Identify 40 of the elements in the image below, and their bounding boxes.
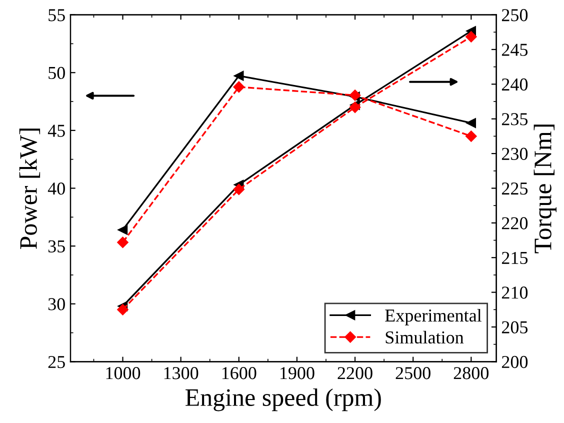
point (117, 304, 128, 316)
y-tick-label: 50 (48, 66, 65, 80)
y-tick-label: 55 (48, 9, 65, 22)
y2-tick-label: 215 (502, 252, 528, 264)
y2-tick-label: 235 (502, 113, 528, 126)
point (349, 102, 361, 113)
point (118, 224, 128, 235)
x-tick-label: 1900 (280, 367, 314, 380)
y-tick-label: 25 (48, 356, 65, 368)
y2-tick-label: 250 (502, 9, 528, 22)
legend-label: Experimental (385, 308, 482, 326)
x-tick-label: 2500 (396, 367, 430, 380)
x-tick-label: 2800 (454, 367, 489, 380)
y-tick-label: 30 (48, 298, 65, 310)
x-axis-title: Engine speed (rpm) (186, 388, 381, 412)
y-tick-label: 40 (48, 182, 65, 195)
y2-tick-label: 205 (502, 321, 528, 334)
point (117, 236, 128, 248)
point (466, 130, 477, 142)
y2-tick-label: 245 (502, 44, 528, 56)
y2-tick-label: 200 (502, 356, 528, 368)
y2-tick-label: 225 (502, 182, 528, 195)
y2-axis-title: Torque [Nm] (534, 124, 556, 254)
y2-tick-label: 240 (502, 78, 528, 91)
x-tick-label: 1600 (222, 367, 256, 380)
point (466, 118, 476, 128)
y-tick-label: 45 (48, 124, 65, 137)
point (233, 184, 244, 195)
y-tick-label: 35 (48, 240, 65, 252)
y-axis-title: Power [kW] (19, 128, 40, 249)
y2-tick-label: 220 (502, 217, 528, 230)
x-tick-label: 1000 (106, 367, 140, 380)
point (233, 81, 244, 93)
x-tick-label: 2200 (338, 367, 372, 380)
legend-label: Simulation (386, 330, 464, 344)
point (234, 70, 244, 81)
x-tick-label: 1300 (164, 367, 198, 380)
point (466, 31, 477, 42)
y2-tick-label: 230 (502, 148, 528, 160)
y2-tick-label: 210 (502, 286, 528, 299)
